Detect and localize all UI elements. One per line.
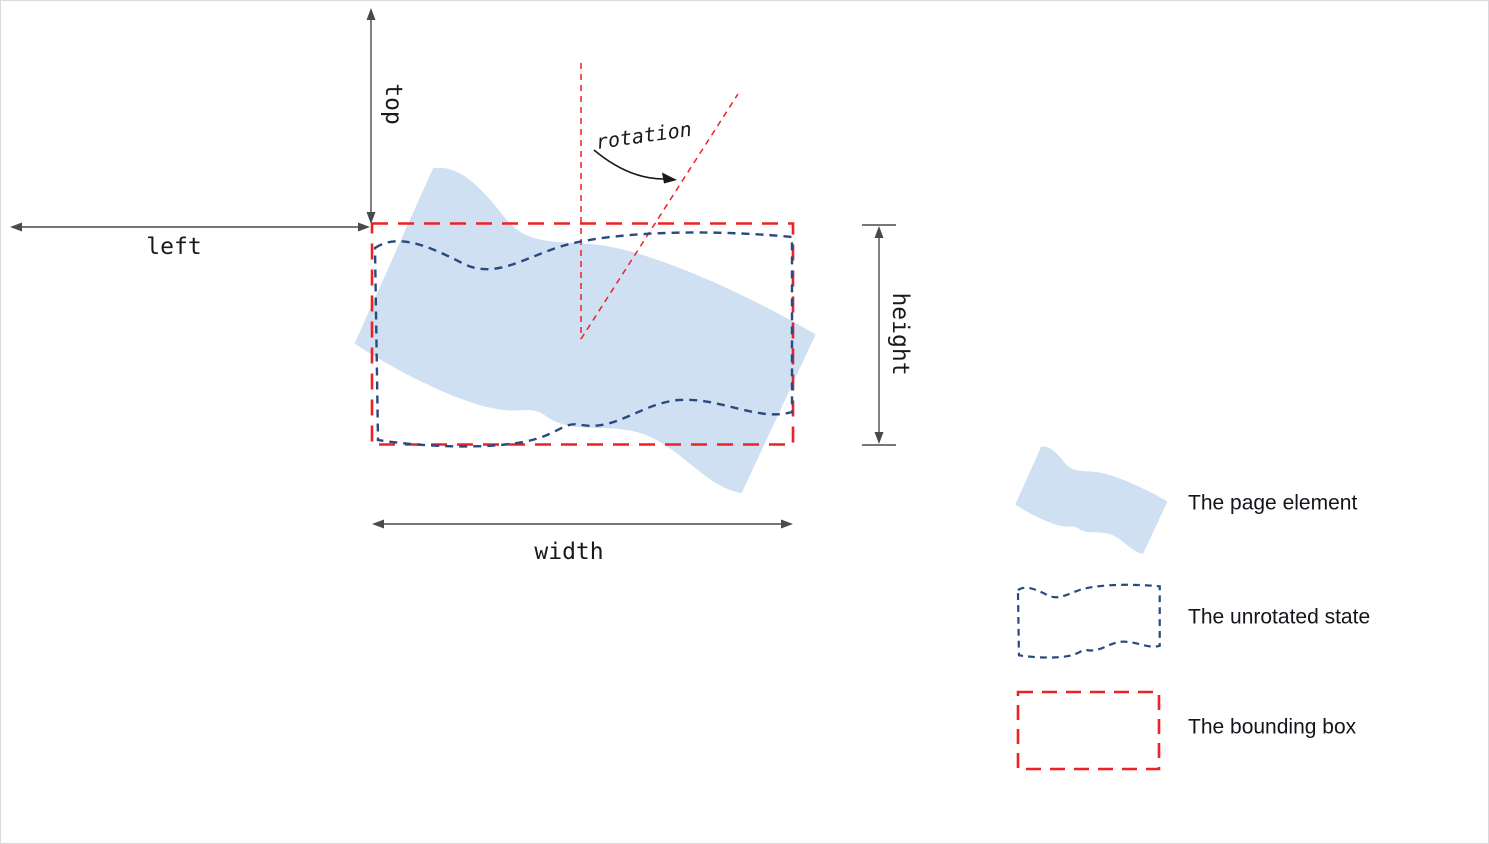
- page-element-shape: [354, 167, 816, 494]
- rotation-arrow: [593, 149, 677, 184]
- arrowhead-up-icon: [366, 8, 376, 20]
- width-label: width: [534, 539, 603, 565]
- bounding-box-swatch-icon: [1016, 690, 1161, 771]
- page-element-path: [354, 167, 816, 494]
- legend-item-bounding-box: The bounding box: [1016, 690, 1357, 771]
- rotation-reference: [580, 63, 739, 340]
- arrowhead-up-icon: [874, 226, 884, 238]
- unrotated-state-swatch-icon: [1016, 583, 1161, 659]
- rotation-label: rotation: [594, 117, 693, 154]
- arrowhead-right-icon: [781, 519, 793, 529]
- rotation-angle-line: [580, 93, 739, 340]
- left-arrow: [10, 222, 370, 232]
- legend-label-page-element: The page element: [1188, 492, 1357, 515]
- page-element-swatch-icon: [1015, 446, 1168, 554]
- arrowhead-right-icon: [662, 172, 677, 184]
- unrotated-state-swatch-path: [1016, 583, 1161, 659]
- height-label: height: [887, 292, 913, 375]
- page-element-swatch-path: [1015, 446, 1168, 554]
- top-label: top: [380, 83, 406, 125]
- legend-item-unrotated-state: The unrotated state: [1016, 583, 1370, 659]
- legend-item-page-element: The page element: [1015, 446, 1357, 554]
- arrowhead-left-icon: [372, 519, 384, 529]
- arrowhead-down-icon: [874, 432, 884, 444]
- height-arrow: [862, 224, 896, 446]
- top-arrow: [366, 8, 376, 224]
- left-label: left: [146, 234, 201, 260]
- arrowhead-right-icon: [358, 222, 370, 232]
- width-arrow: [372, 519, 793, 529]
- legend-label-unrotated-state: The unrotated state: [1188, 606, 1370, 629]
- arrowhead-down-icon: [366, 212, 376, 224]
- legend: The page element The unrotated state The…: [1015, 446, 1370, 771]
- arrowhead-left-icon: [10, 222, 22, 232]
- unrotated-element-outline: [373, 231, 794, 448]
- legend-label-bounding-box: The bounding box: [1188, 716, 1357, 739]
